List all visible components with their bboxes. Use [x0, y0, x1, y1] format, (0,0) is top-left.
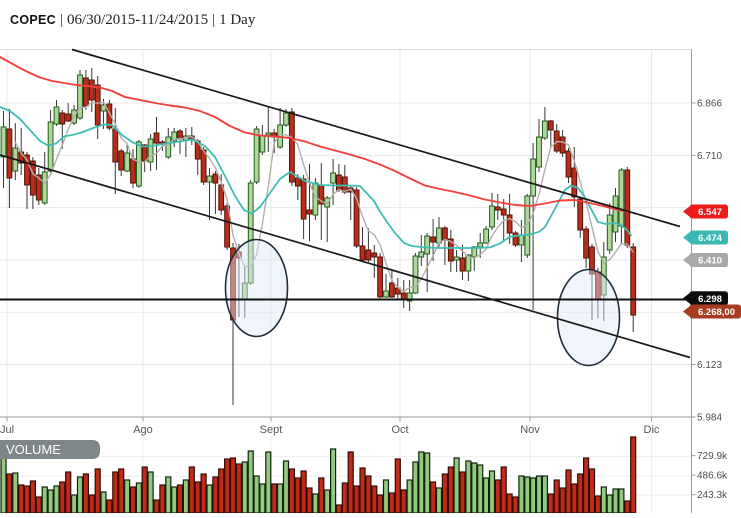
- svg-text:Ago: Ago: [133, 424, 153, 436]
- svg-text:Sept: Sept: [260, 424, 283, 436]
- svg-text:729.9k: 729.9k: [697, 451, 728, 462]
- svg-text:6.123: 6.123: [697, 360, 722, 371]
- svg-text:243.3k: 243.3k: [697, 490, 728, 501]
- svg-text:6.710: 6.710: [697, 151, 722, 162]
- svg-text:Nov: Nov: [520, 424, 540, 436]
- svg-text:486.6k: 486.6k: [697, 471, 728, 482]
- svg-text:6.866: 6.866: [697, 99, 722, 110]
- svg-text:6.547: 6.547: [698, 207, 722, 218]
- svg-text:Oct: Oct: [391, 424, 408, 436]
- svg-text:6.298: 6.298: [698, 294, 722, 305]
- svg-text:Jul: Jul: [0, 424, 14, 436]
- svg-text:6.474: 6.474: [698, 233, 722, 244]
- svg-text:6.410: 6.410: [698, 256, 722, 267]
- svg-text:Dic: Dic: [644, 424, 660, 436]
- svg-text:5.984: 5.984: [697, 413, 722, 424]
- svg-text:VOLUME: VOLUME: [6, 442, 61, 457]
- svg-text:6.268,00: 6.268,00: [698, 307, 735, 318]
